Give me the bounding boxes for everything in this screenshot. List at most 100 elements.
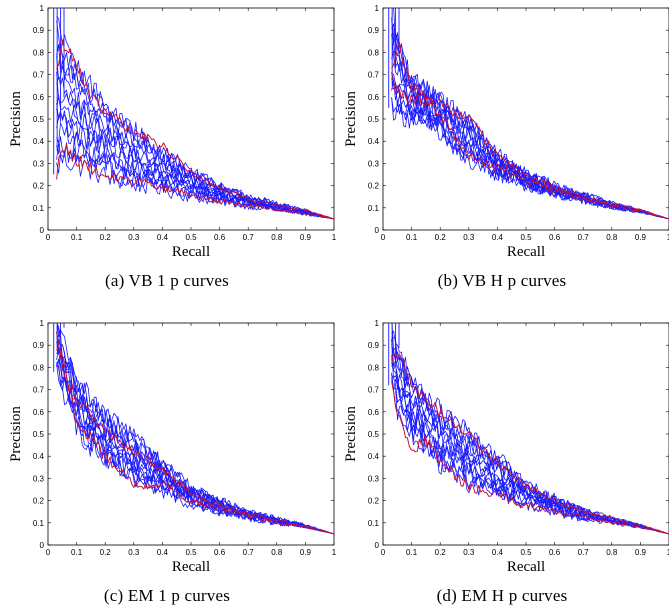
series-group [388, 323, 669, 535]
y-tick-label: 0.1 [368, 519, 380, 528]
x-tick-label: 0.8 [271, 233, 283, 242]
x-tick-label: 0.7 [578, 233, 590, 242]
y-tick-label: 0 [40, 226, 45, 235]
x-tick-label: 0.1 [71, 233, 83, 242]
y-tick-label: 0.9 [368, 341, 380, 350]
x-tick-label: 0.6 [214, 548, 226, 557]
y-tick-label: 0.4 [33, 137, 45, 146]
x-axis-title: Recall [172, 244, 210, 260]
y-tick-label: 0.2 [368, 182, 380, 191]
caption-d: (d) EM H p curves [436, 586, 568, 605]
blue-series-line [391, 355, 669, 535]
x-tick-label: 1 [332, 233, 337, 242]
y-tick-label: 0.8 [33, 363, 45, 372]
series-group [53, 323, 334, 535]
y-tick-label: 0.5 [33, 430, 45, 439]
y-axis-title: Precision [8, 91, 24, 147]
x-tick-label: 0.6 [549, 233, 561, 242]
y-tick-label: 0.5 [33, 115, 45, 124]
y-tick-label: 0.1 [368, 204, 380, 213]
red-series-line [391, 380, 669, 535]
y-tick-label: 1 [40, 319, 45, 328]
caption-c: (c) EM 1 p curves [103, 586, 231, 605]
red-series-line [56, 332, 334, 535]
series-group [388, 8, 669, 220]
x-tick-label: 0.3 [128, 548, 140, 557]
y-tick-label: 0.9 [33, 341, 45, 350]
y-tick-label: 0.6 [368, 93, 380, 102]
blue-series-line [391, 330, 669, 535]
plot-frame [382, 322, 669, 546]
x-axis-title: Recall [172, 559, 210, 575]
x-tick-label: 0.7 [243, 233, 255, 242]
x-tick-label: 0.1 [71, 548, 83, 557]
blue-series-line [391, 78, 669, 220]
x-tick-label: 0.4 [492, 548, 504, 557]
x-tick-label: 0 [46, 548, 51, 557]
blue-series-line [56, 122, 334, 220]
y-tick-label: 0.1 [33, 204, 45, 213]
subfigure-a: 0 0.1 0.2 0.3 0.4 0.5 0.6 0.7 0.8 0.9 1 0 0.1 0.2 0.3 0… [0, 0, 337, 300]
x-tick-label: 0.5 [185, 548, 197, 557]
blue-series-line [391, 372, 669, 535]
blue-series-line [391, 23, 669, 220]
x-tick-label: 0.7 [578, 548, 590, 557]
x-tick-label: 0.9 [300, 233, 312, 242]
blue-series-line [391, 374, 669, 535]
y-tick-label: 0.8 [368, 363, 380, 372]
x-tick-label: 0.4 [157, 233, 169, 242]
y-tick-label: 0.8 [33, 48, 45, 57]
x-tick-label: 0 [46, 233, 51, 242]
y-tick-label: 0 [40, 541, 45, 550]
y-tick-label: 0.5 [368, 430, 380, 439]
x-tick-label: 0.7 [243, 548, 255, 557]
y-tick-label: 1 [40, 4, 45, 13]
x-tick-label: 1 [332, 548, 337, 557]
blue-series-line [56, 110, 334, 220]
y-tick-label: 0 [375, 226, 380, 235]
blue-series-line [391, 378, 669, 535]
blue-series-line [56, 363, 334, 535]
y-tick-label: 0.4 [33, 452, 45, 461]
blue-series-line [56, 360, 334, 535]
y-tick-label: 0.6 [33, 93, 45, 102]
y-tick-label: 0.4 [368, 137, 380, 146]
blue-series-line [56, 331, 334, 535]
blue-series-line [56, 347, 334, 535]
y-axis-title: Precision [343, 406, 359, 462]
chart-em-1p: 0 0.1 0.2 0.3 0.4 0.5 0.6 0.7 0.8 0.9 1 0 0.1 0.2 0.3 0… [8, 319, 337, 575]
blue-series-line [56, 362, 334, 535]
y-tick-label: 1 [375, 319, 380, 328]
blue-series-line [56, 331, 334, 535]
y-tick-label: 1 [375, 4, 380, 13]
blue-series-line [56, 15, 334, 220]
x-tick-label: 0.5 [520, 548, 532, 557]
y-tick-label: 0.6 [33, 408, 45, 417]
y-tick-label: 0.4 [368, 452, 380, 461]
caption-a: (a) VB 1 p curves [105, 271, 229, 290]
x-tick-label: 0.8 [606, 233, 618, 242]
blue-series-line [391, 336, 669, 535]
x-tick-label: 0.6 [214, 233, 226, 242]
subfigure-d: 0 0.1 0.2 0.3 0.4 0.5 0.6 0.7 0.8 0.9 1 0 0.1 0.2 0.3 0… [335, 315, 669, 615]
y-tick-label: 0.7 [368, 386, 380, 395]
x-tick-label: 0.2 [435, 548, 447, 557]
x-tick-label: 0.3 [463, 548, 475, 557]
y-tick-label: 0.7 [33, 386, 45, 395]
x-tick-label: 0.2 [100, 233, 112, 242]
x-tick-label: 1 [667, 548, 669, 557]
blue-series-line [391, 374, 669, 535]
x-tick-label: 0.9 [300, 548, 312, 557]
x-tick-label: 0 [381, 548, 386, 557]
blue-series-line [56, 43, 334, 220]
y-tick-label: 0.1 [33, 519, 45, 528]
x-tick-label: 0.9 [635, 548, 647, 557]
x-tick-label: 0.9 [635, 233, 647, 242]
subfigure-c: 0 0.1 0.2 0.3 0.4 0.5 0.6 0.7 0.8 0.9 1 0 0.1 0.2 0.3 0… [0, 315, 337, 615]
blue-series-line [391, 50, 669, 220]
y-tick-label: 0.3 [368, 474, 380, 483]
blue-series-line [391, 346, 669, 535]
y-tick-label: 0.3 [33, 159, 45, 168]
y-tick-label: 0.2 [368, 497, 380, 506]
x-tick-label: 0.3 [128, 233, 140, 242]
